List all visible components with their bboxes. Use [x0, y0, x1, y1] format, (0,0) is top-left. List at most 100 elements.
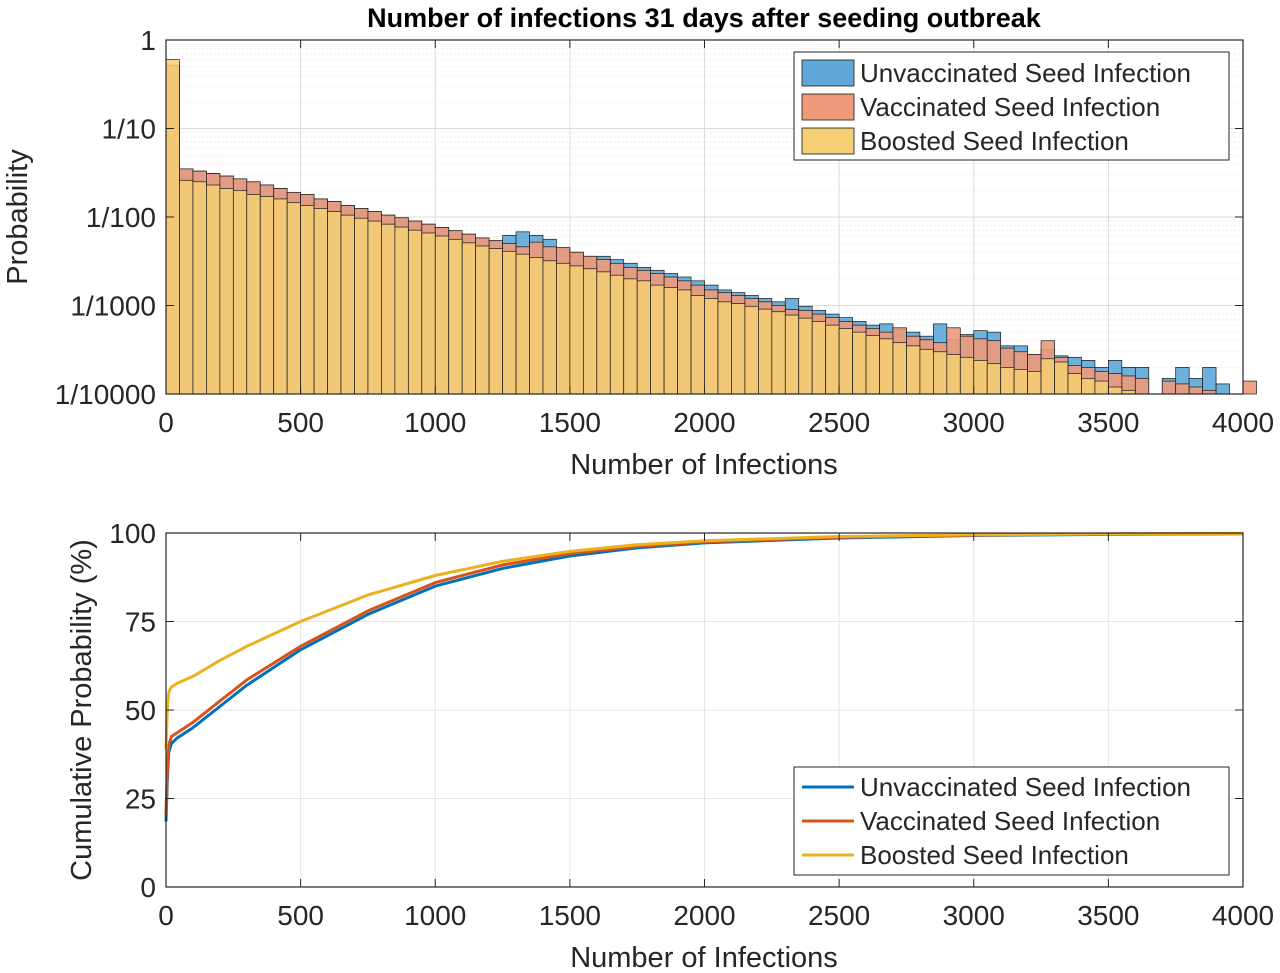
histogram-bar-boosted — [1054, 361, 1069, 395]
histogram-bar-boosted — [421, 232, 436, 395]
histogram-bar-boosted — [394, 226, 409, 395]
histogram-bar-boosted — [206, 184, 221, 395]
histogram-x-tick-label: 0 — [158, 407, 174, 438]
histogram-bar-boosted — [232, 190, 248, 395]
histogram-bar-boosted — [515, 253, 530, 395]
histogram-bar-unvaccinated — [1215, 383, 1230, 395]
cumulative-x-tick-label: 4000 — [1212, 900, 1274, 931]
cumulative-legend-box — [793, 766, 1230, 876]
histogram-bar-boosted — [798, 317, 813, 395]
histogram-bar-boosted — [300, 205, 315, 395]
histogram-legend-swatch-unvaccinated — [801, 59, 855, 87]
histogram-y-tick-label: 1 — [140, 25, 156, 56]
histogram-y-tick-label: 1/1000 — [70, 291, 156, 322]
histogram-bar-boosted — [986, 363, 1002, 395]
histogram-bar-boosted — [461, 242, 476, 395]
histogram-x-tick-label: 3000 — [943, 407, 1005, 438]
cumulative-legend-label: Vaccinated Seed Infection — [860, 806, 1160, 836]
histogram-bar-boosted — [259, 196, 275, 395]
histogram-bar-vaccinated — [1242, 380, 1257, 395]
histogram-bar-boosted — [650, 284, 665, 395]
histogram-y-tick-label: 1/10 — [102, 114, 157, 145]
cumulative-x-tick-label: 3000 — [943, 900, 1005, 931]
cumulative-y-tick-label: 50 — [125, 695, 156, 726]
histogram-bar-boosted — [1108, 386, 1123, 395]
histogram-bar-vaccinated — [1188, 386, 1203, 395]
histogram-bar-boosted — [919, 348, 934, 395]
histogram-x-tick-label: 3500 — [1077, 407, 1139, 438]
histogram-bar-boosted — [892, 342, 907, 395]
histogram-legend-label: Vaccinated Seed Infection — [860, 92, 1160, 122]
histogram-x-tick-label: 2000 — [673, 407, 735, 438]
histogram-bar-vaccinated — [1161, 380, 1177, 395]
histogram-title: Number of infections 31 days after seedi… — [367, 3, 1042, 33]
cumulative-x-tick-label: 1500 — [539, 900, 601, 931]
histogram-y-axis-label: Probability — [2, 149, 34, 285]
histogram-bar-boosted — [879, 338, 894, 395]
histogram-legend: Unvaccinated Seed Infection Vaccinated Se… — [793, 51, 1230, 161]
histogram-bar-boosted — [959, 356, 975, 395]
cumulative-y-tick-label: 75 — [125, 607, 156, 638]
histogram-bar-boosted — [1081, 378, 1096, 395]
histogram-bar-boosted — [1040, 358, 1055, 395]
histogram-bar-boosted — [165, 59, 180, 395]
histogram-bar-boosted — [488, 248, 503, 395]
histogram-bar-boosted — [933, 351, 948, 395]
cumulative-y-tick-label: 25 — [125, 784, 156, 815]
histogram-bar-boosted — [475, 245, 490, 395]
histogram-bar-vaccinated — [1134, 378, 1150, 395]
histogram-bar-vaccinated — [1175, 383, 1190, 395]
histogram-bar-boosted — [717, 301, 732, 395]
cumulative-x-tick-label: 1000 — [404, 900, 466, 931]
histogram-bar-boosted — [757, 308, 773, 395]
histogram-y-tick-label: 1/100 — [86, 202, 156, 233]
histogram-bar-boosted — [556, 262, 571, 395]
histogram-y-tick-label: 1/10000 — [55, 379, 156, 410]
histogram-x-tick-label: 1000 — [404, 407, 466, 438]
histogram-bar-boosted — [340, 214, 355, 395]
histogram-bar-boosted — [973, 360, 988, 395]
histogram-x-tick-label: 2500 — [808, 407, 870, 438]
cumulative-legend: Unvaccinated Seed Infection Vaccinated Se… — [793, 766, 1230, 876]
histogram-bar-boosted — [1094, 380, 1109, 395]
histogram-bar-boosted — [784, 314, 800, 395]
cumulative-x-tick-label: 500 — [277, 900, 324, 931]
histogram-bar-boosted — [582, 268, 598, 395]
histogram-legend-swatch-vaccinated — [801, 93, 855, 121]
histogram-legend-label: Boosted Seed Infection — [860, 126, 1129, 156]
histogram-legend-swatch-boosted — [801, 127, 855, 155]
cumulative-legend-label: Unvaccinated Seed Infection — [860, 772, 1191, 802]
histogram-bar-boosted — [906, 345, 921, 395]
histogram-bar-boosted — [704, 298, 719, 395]
histogram-legend-box — [793, 51, 1230, 161]
histogram-bar-boosted — [677, 289, 692, 395]
histogram-bar-boosted — [1000, 367, 1015, 395]
histogram-ticks: 0 500 1000 1500 2000 2500 3000 3500 4000 1/10000 1… — [55, 25, 1274, 438]
histogram-bar-boosted — [354, 217, 369, 395]
histogram-bar-boosted — [744, 305, 759, 395]
cumulative-y-tick-label: 100 — [109, 518, 156, 549]
cumulative-x-tick-label: 3500 — [1077, 900, 1139, 931]
histogram-bar-boosted — [569, 265, 584, 395]
histogram-bar-boosted — [407, 229, 423, 395]
histogram-bar-boosted — [771, 311, 786, 395]
histogram-panel: 0 500 1000 1500 2000 2500 3000 3500 4000 1/10000 1… — [2, 3, 1274, 481]
histogram-x-axis-label: Number of Infections — [570, 449, 838, 481]
histogram-bar-boosted — [596, 271, 611, 395]
histogram-bars — [165, 59, 1257, 395]
histogram-bar-boosted — [367, 220, 382, 395]
histogram-x-tick-label: 500 — [277, 407, 324, 438]
histogram-bar-boosted — [690, 295, 705, 395]
cumulative-panel: 0 500 1000 1500 2000 2500 3000 3500 4000 0 25 50 75 1… — [66, 518, 1274, 973]
histogram-x-tick-label: 1500 — [539, 407, 601, 438]
histogram-bar-boosted — [327, 211, 342, 395]
histogram-bar-boosted — [1067, 373, 1082, 395]
histogram-bar-boosted — [381, 223, 396, 395]
histogram-bar-boosted — [865, 334, 880, 395]
histogram-bar-boosted — [623, 278, 638, 395]
histogram-x-tick-label: 4000 — [1212, 407, 1274, 438]
histogram-bar-boosted — [609, 274, 625, 395]
histogram-bar-boosted — [273, 198, 288, 395]
cumulative-y-axis-label: Cumulative Probability (%) — [66, 539, 98, 881]
